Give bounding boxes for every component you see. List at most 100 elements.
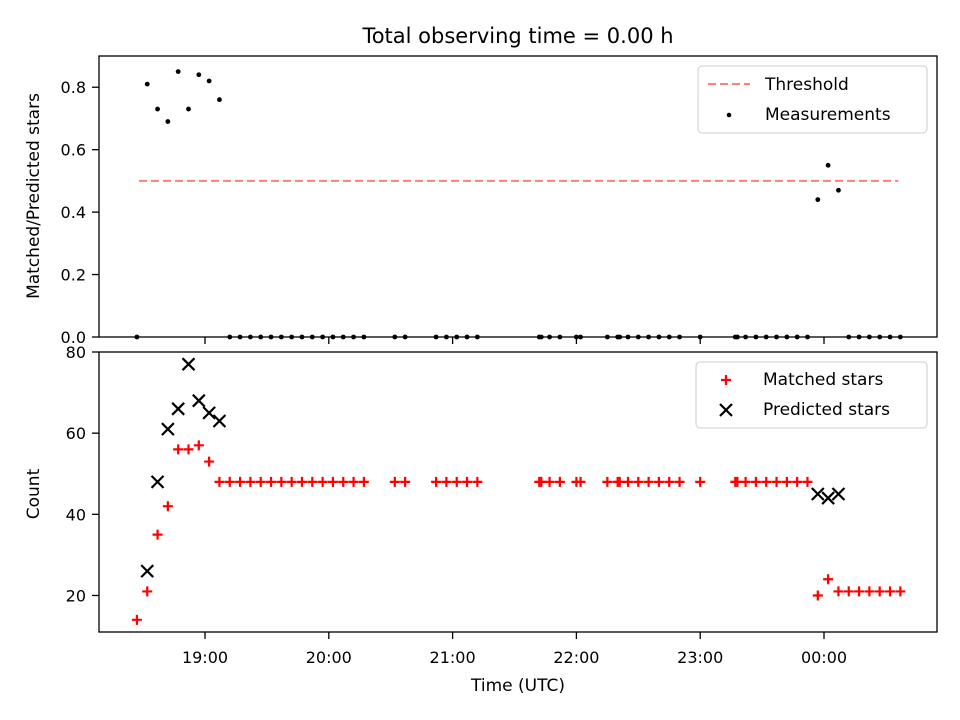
measurement-point xyxy=(815,197,821,203)
predicted-star-point xyxy=(181,357,196,371)
measurement-point xyxy=(144,81,150,87)
matched-star-point xyxy=(843,586,854,597)
y-tick-label-top: 0.8 xyxy=(61,78,86,97)
x-tick-label: 22:00 xyxy=(553,648,599,667)
matched-star-point xyxy=(255,476,266,487)
matched-star-point xyxy=(235,476,246,487)
matched-star-point xyxy=(276,476,287,487)
predicted-star-point xyxy=(202,406,216,420)
matched-star-point xyxy=(400,476,411,487)
matched-star-point xyxy=(781,476,792,487)
predicted-star-point xyxy=(821,491,835,505)
y-tick-label-bottom: 60 xyxy=(66,424,86,443)
legend-predicted-label: Predicted stars xyxy=(763,400,890,420)
matched-star-point xyxy=(162,501,173,512)
matched-star-point xyxy=(695,476,706,487)
matched-star-point xyxy=(823,574,834,585)
x-tick-label: 00:00 xyxy=(801,648,847,667)
legend-measurements-label: Measurements xyxy=(765,105,891,125)
measurement-point xyxy=(175,69,181,75)
predicted-star-point xyxy=(171,402,185,416)
y-tick-label-top: 0.0 xyxy=(61,328,86,347)
legend-measurement-dot-icon xyxy=(726,112,732,118)
legend-predicted-x-icon xyxy=(719,403,733,417)
matched-star-point xyxy=(214,476,225,487)
matched-star-point xyxy=(131,614,142,625)
predicted-star-point xyxy=(212,414,227,428)
predicted-star-point xyxy=(140,564,155,578)
predicted-star-point xyxy=(161,422,175,436)
matched-star-point xyxy=(266,476,277,487)
y-tick-label-bottom: 80 xyxy=(66,343,86,362)
y-tick-label-bottom: 20 xyxy=(66,586,86,605)
matched-star-point xyxy=(792,476,803,487)
matched-star-point xyxy=(296,476,307,487)
matched-star-point xyxy=(633,476,644,487)
matched-star-point xyxy=(358,476,369,487)
y-tick-label-bottom: 40 xyxy=(66,505,86,524)
matched-star-point xyxy=(802,476,813,487)
matched-star-point xyxy=(740,476,751,487)
matched-star-point xyxy=(348,476,359,487)
measurement-point xyxy=(165,119,171,124)
matched-star-point xyxy=(575,476,586,487)
matched-star-point xyxy=(544,476,555,487)
measurement-point xyxy=(196,72,202,78)
predicted-star-point xyxy=(150,475,165,489)
matched-star-point xyxy=(812,590,823,601)
legend-top: Threshold Measurements xyxy=(697,65,928,134)
measurement-point xyxy=(836,187,841,193)
matched-star-point xyxy=(874,586,885,597)
matched-star-point xyxy=(317,476,328,487)
matched-star-point xyxy=(750,476,761,487)
matched-star-point xyxy=(472,476,483,487)
matched-star-point xyxy=(245,476,256,487)
matched-star-point xyxy=(761,476,772,487)
matched-star-point xyxy=(833,586,844,597)
measurement-point xyxy=(217,97,222,103)
x-tick-label: 19:00 xyxy=(182,648,228,667)
matched-star-point xyxy=(864,586,875,597)
bottom-axes-ticks: 20 40 60 80 19:00 20:00 21:00 22:00 23:00 00:00 xyxy=(66,343,847,667)
matched-star-point xyxy=(602,476,613,487)
matched-star-point xyxy=(895,586,906,597)
matched-star-point xyxy=(462,476,473,487)
matched-star-point xyxy=(327,476,338,487)
legend-bottom-box xyxy=(695,361,928,429)
y-axis-label-top: Matched/Predicted stars xyxy=(24,93,44,299)
matched-star-point xyxy=(664,476,675,487)
legend-bottom: Matched stars Predicted stars xyxy=(695,361,928,429)
x-tick-label: 23:00 xyxy=(677,648,723,667)
matched-star-point xyxy=(286,476,297,487)
matched-star-point xyxy=(771,476,782,487)
measurement-point xyxy=(825,162,831,168)
legend-matched-label: Matched stars xyxy=(763,370,883,390)
y-tick-label-top: 0.6 xyxy=(61,141,86,160)
y-axis-label-bottom: Count xyxy=(24,468,44,519)
matched-star-point xyxy=(451,476,462,487)
matched-star-point xyxy=(643,476,654,487)
matched-star-point xyxy=(622,476,633,487)
matched-star-point xyxy=(674,476,685,487)
matched-star-point xyxy=(224,476,235,487)
y-tick-label-top: 0.4 xyxy=(61,203,86,222)
matched-star-point xyxy=(441,476,452,487)
top-axes-frame xyxy=(98,55,938,338)
predicted-star-point xyxy=(192,393,206,408)
legend-top-box xyxy=(697,65,928,134)
matched-star-point xyxy=(885,586,896,597)
measurement-point xyxy=(206,78,212,84)
matched-star-point xyxy=(173,444,184,455)
matched-star-point xyxy=(854,586,865,597)
matched-star-point xyxy=(152,529,163,540)
x-tick-label: 20:00 xyxy=(306,648,352,667)
matched-star-point xyxy=(307,476,318,487)
top-plot-area xyxy=(134,69,903,340)
matched-star-point xyxy=(554,476,565,487)
matched-star-point xyxy=(431,476,442,487)
matched-star-point xyxy=(653,476,664,487)
matched-star-point xyxy=(204,456,215,467)
matched-star-point xyxy=(183,444,194,455)
legend-matched-plus-icon xyxy=(721,375,731,385)
